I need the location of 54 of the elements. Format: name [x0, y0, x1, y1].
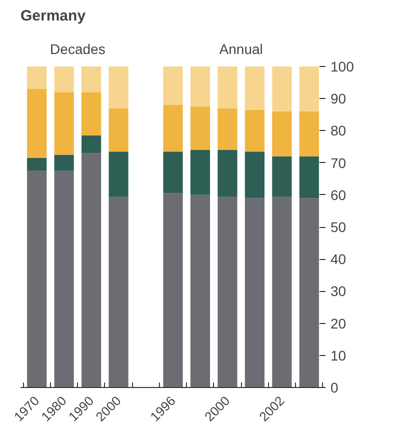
bar: [218, 66, 238, 108]
bar: [108, 108, 128, 152]
bar: [108, 196, 128, 388]
bar: [272, 66, 292, 112]
bar: [244, 152, 264, 198]
bar: [244, 110, 264, 152]
bar: [272, 111, 292, 156]
bar: [82, 92, 102, 136]
bar: [27, 170, 47, 388]
bar: [190, 150, 210, 195]
bar: [108, 66, 128, 108]
bar: [163, 193, 183, 388]
bar: [27, 66, 47, 89]
y-tick-label: 50: [330, 219, 346, 235]
bar: [54, 66, 74, 92]
text: Decades: [50, 41, 106, 58]
bar: [190, 194, 210, 388]
bar: [272, 196, 292, 388]
y-tick-label: 0: [330, 380, 338, 396]
chart-title: Germany: [20, 8, 86, 24]
bar: [299, 111, 319, 156]
bar: [244, 198, 264, 388]
bar: [54, 170, 74, 388]
bar: [218, 196, 238, 388]
y-tick-label: 40: [330, 251, 346, 268]
y-tick-label: 80: [330, 122, 346, 139]
bar: [27, 158, 47, 171]
y-tick-label: 20: [330, 315, 346, 332]
bar: [299, 198, 319, 388]
bar: [163, 152, 183, 194]
text: Annual: [219, 41, 263, 58]
y-tick-label: 90: [330, 90, 346, 107]
bar: [27, 88, 47, 158]
bar: [190, 106, 210, 150]
bar: [82, 66, 102, 92]
bar: [272, 156, 292, 197]
bar: [218, 150, 238, 197]
bar: [163, 105, 183, 152]
bar: [108, 152, 128, 197]
bar: [163, 66, 183, 106]
bar: [54, 92, 74, 155]
bar: [190, 66, 210, 107]
bar: [218, 108, 238, 150]
bar: [244, 66, 264, 110]
y-tick-label: 60: [330, 186, 346, 203]
bar: [82, 136, 102, 154]
bar: [299, 66, 319, 112]
bar: [82, 153, 102, 388]
y-tick-label: 100: [330, 58, 354, 74]
bar: [54, 154, 74, 171]
y-tick-label: 70: [330, 154, 346, 171]
y-tick-label: 10: [330, 347, 346, 364]
bar: [299, 156, 319, 198]
y-tick-label: 30: [330, 283, 346, 300]
